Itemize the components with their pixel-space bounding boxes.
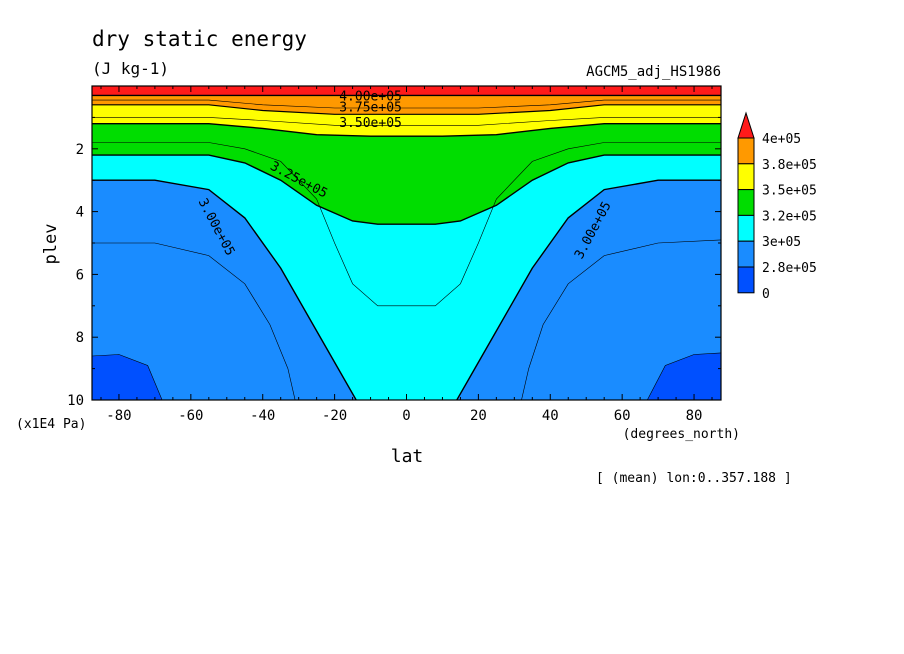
- contour-line: [92, 242, 296, 400]
- contour-line: [92, 104, 721, 115]
- contour-line: [92, 354, 163, 400]
- contour-line: [521, 239, 721, 400]
- y-tick-label: 4: [76, 205, 84, 221]
- colorbar-label: 0: [762, 287, 770, 302]
- x-tick-label: -60: [178, 408, 203, 424]
- colorbar: 4e+05 3.8e+05 3.5e+05 3.2e+05 3e+05 2.8e+05 0: [737, 111, 817, 302]
- x-axis-units: (degrees_north): [623, 427, 740, 442]
- y-tick-label: 6: [76, 267, 84, 283]
- colorbar-arrow: [737, 111, 755, 139]
- colorbar-bin: [737, 137, 755, 165]
- contour-line: [647, 352, 721, 400]
- contour-line: [92, 179, 357, 400]
- y-tick-label: 8: [76, 330, 84, 346]
- x-tick-label: 40: [542, 408, 559, 424]
- colorbar-bin: [737, 189, 755, 216]
- x-tick-label: -80: [106, 408, 131, 424]
- contour-line: [92, 122, 721, 137]
- plot-area: [92, 86, 721, 400]
- dataset-label: AGCM5_adj_HS1986: [586, 64, 721, 80]
- chart-title: dry static energy: [92, 27, 307, 51]
- x-tick-label: -20: [322, 408, 347, 424]
- colorbar-label: 3.8e+05: [762, 158, 817, 173]
- colorbar-label: 3.2e+05: [762, 209, 817, 224]
- contour-line: [456, 179, 721, 400]
- contour-line: [92, 117, 721, 126]
- y-tick-label: 2: [76, 142, 84, 158]
- colorbar-bin: [737, 240, 755, 268]
- mean-note: [ (mean) lon:0..357.188 ]: [596, 471, 792, 486]
- x-axis: -80 -60 -40 -20 0 20 40 60 80: [100, 86, 713, 424]
- contour-label: 3.75e+05: [339, 100, 402, 115]
- region-low-right: [647, 352, 721, 400]
- y-axis-label: plev: [41, 224, 61, 265]
- colorbar-label: 3e+05: [762, 235, 801, 250]
- x-tick-label: 60: [614, 408, 631, 424]
- x-tick-label: -40: [250, 408, 275, 424]
- contour-label: 4.00e+05: [339, 89, 402, 104]
- y-axis: 2 4 6 8 10: [67, 116, 721, 409]
- colorbar-label: 4e+05: [762, 132, 801, 147]
- x-tick-label: 80: [686, 408, 703, 424]
- colorbar-label: 2.8e+05: [762, 261, 817, 276]
- x-tick-label: 0: [402, 408, 410, 424]
- x-tick-label: 20: [470, 408, 487, 424]
- x-axis-label: lat: [391, 446, 424, 467]
- chart-units: (J kg-1): [92, 59, 169, 78]
- y-tick-label: 10: [67, 393, 84, 409]
- contour-line: [92, 99, 721, 109]
- contour-line: [92, 154, 721, 225]
- colorbar-bin: [737, 214, 755, 242]
- colorbar-bin: [737, 266, 755, 294]
- colorbar-bin: [737, 163, 755, 191]
- y-axis-units: (x1E4 Pa): [16, 417, 86, 432]
- region-low-left: [92, 354, 163, 400]
- colorbar-label: 3.5e+05: [762, 184, 817, 199]
- contour-line: [92, 142, 721, 307]
- contour-label: 3.50e+05: [339, 116, 402, 131]
